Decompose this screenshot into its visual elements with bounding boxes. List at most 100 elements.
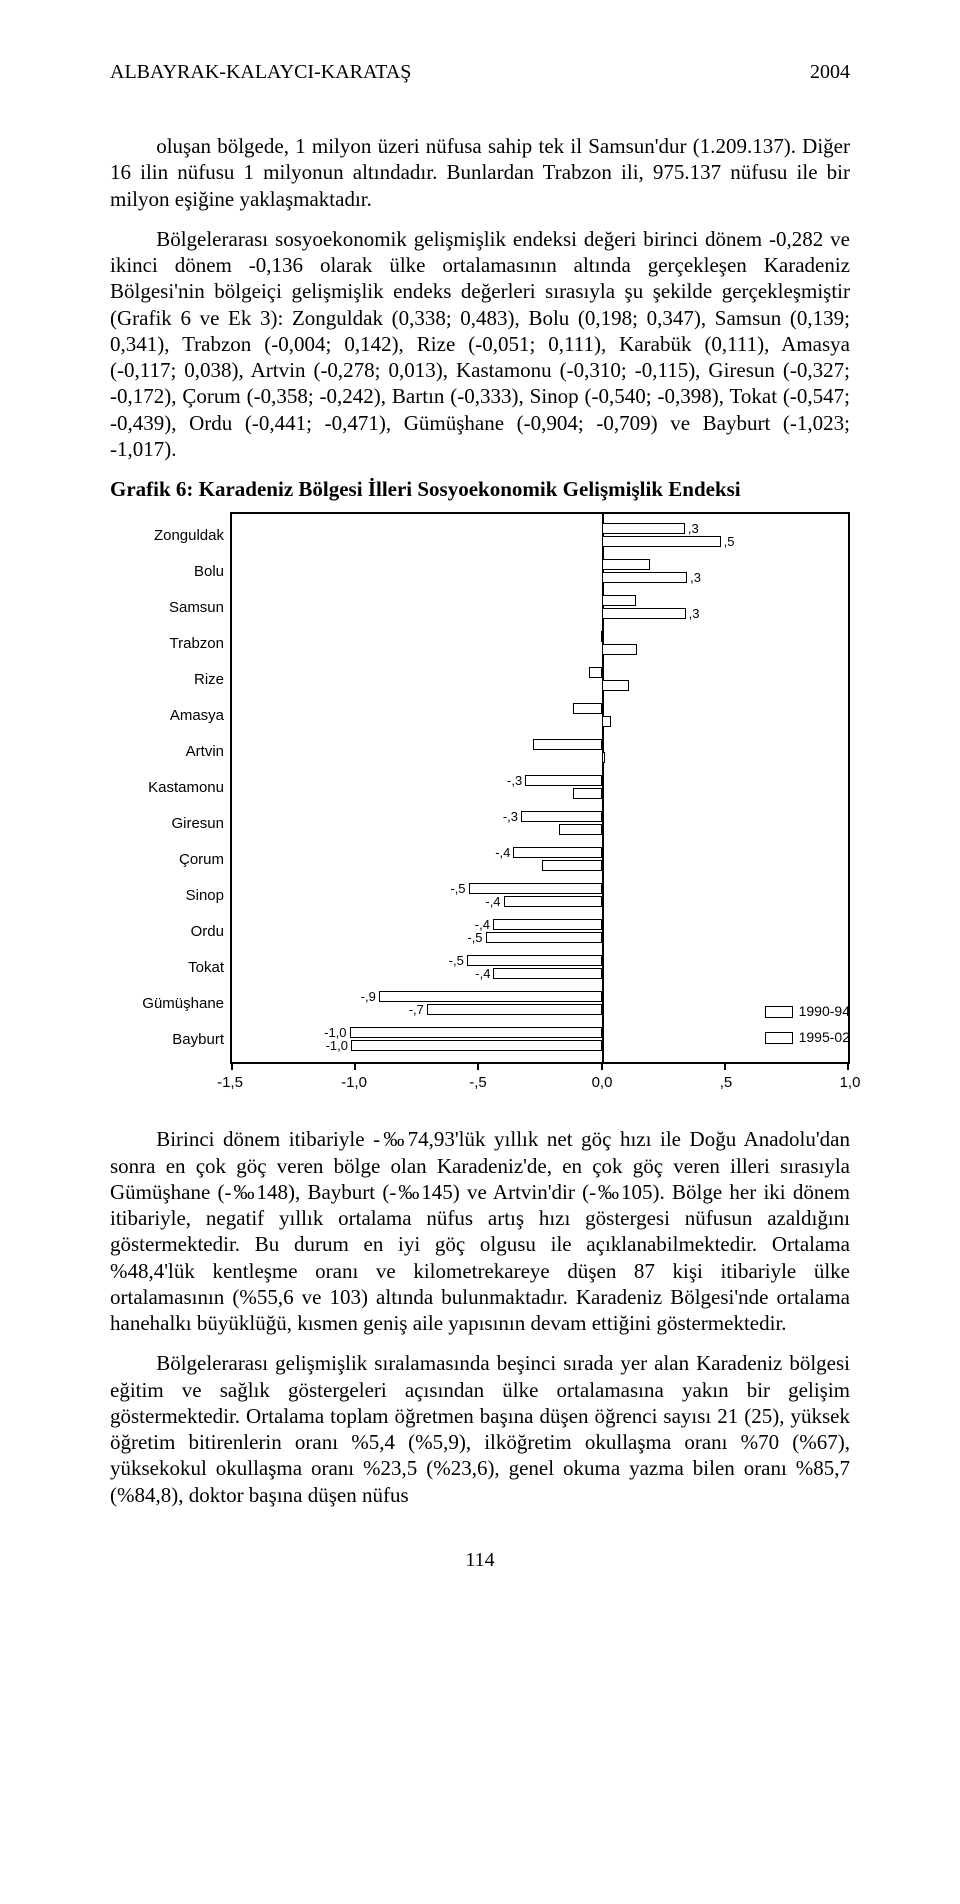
chart-x-label: 1,0: [840, 1074, 861, 1093]
chart-bar-row: ,3: [232, 554, 848, 590]
chart-body: ZonguldakBoluSamsunTrabzonRizeAmasyaArtv…: [110, 512, 850, 1098]
chart-bar-row: -,3: [232, 806, 848, 842]
chart-bar-row: -,5 -,4: [232, 878, 848, 914]
chart-bar-row: ,3: [232, 590, 848, 626]
chart-bar-value-label: ,3: [689, 608, 700, 619]
chart-bar: [602, 559, 651, 570]
chart-bar: [602, 572, 688, 583]
chart-y-label: Tokat: [110, 950, 230, 986]
chart-bar: [602, 752, 605, 763]
chart-bar: [589, 667, 602, 678]
chart-bar-value-label: -,5: [467, 932, 482, 943]
paragraph-2: Bölgelerarası sosyoekonomik gelişmişlik …: [110, 226, 850, 462]
chart-grafik-6: ZonguldakBoluSamsunTrabzonRizeAmasyaArtv…: [110, 512, 850, 1098]
chart-x-tick: [724, 1062, 726, 1070]
chart-y-label: Çorum: [110, 842, 230, 878]
chart-bar: [486, 932, 602, 943]
chart-plot-outer: 1990-94 1995-02 ,3,5,3,3-,3-,3-,4-,5-,4-…: [230, 512, 850, 1098]
chart-bar: [467, 955, 602, 966]
chart-bar-row: -,4-,5: [232, 914, 848, 950]
chart-bar-row: [232, 626, 848, 662]
chart-x-label: ,5: [720, 1074, 733, 1093]
chart-bar: [602, 716, 611, 727]
chart-bar: [601, 631, 603, 642]
chart-bar: [542, 860, 602, 871]
chart-bar-value-label: -,4: [475, 919, 490, 930]
chart-bar: [350, 1027, 602, 1038]
chart-y-label: Rize: [110, 662, 230, 698]
chart-x-labels: -1,5-1,0-,50,0,51,0: [230, 1074, 850, 1098]
chart-bar-row: -1,0 -1,0: [232, 1022, 848, 1058]
chart-bar: [602, 608, 686, 619]
chart-bar-row: -,4: [232, 842, 848, 878]
chart-bar: [521, 811, 602, 822]
chart-bar-value-label: -,3: [503, 811, 518, 822]
page-number: 114: [110, 1548, 850, 1573]
chart-bar-value-label: -,5: [449, 955, 464, 966]
header-left: ALBAYRAK-KALAYCI-KARATAŞ: [110, 60, 411, 85]
chart-bar: [493, 968, 601, 979]
chart-bar: [602, 595, 636, 606]
chart-plot-area: 1990-94 1995-02 ,3,5,3,3-,3-,3-,4-,5-,4-…: [230, 512, 850, 1064]
chart-y-label: Bayburt: [110, 1022, 230, 1058]
chart-y-label: Amasya: [110, 698, 230, 734]
chart-y-label: Zonguldak: [110, 518, 230, 554]
chart-title: Grafik 6: Karadeniz Bölgesi İlleri Sosyo…: [110, 476, 850, 502]
chart-x-label: -1,5: [217, 1074, 243, 1093]
chart-bar-value-label: -,7: [409, 1004, 424, 1015]
paragraph-4: Bölgelerarası gelişmişlik sıralamasında …: [110, 1350, 850, 1508]
chart-y-label: Ordu: [110, 914, 230, 950]
chart-bar-value-label: -,4: [475, 968, 490, 979]
chart-x-tick: [477, 1062, 479, 1070]
header-right: 2004: [810, 60, 850, 85]
chart-x-label: -1,0: [341, 1074, 367, 1093]
chart-bar: [493, 919, 602, 930]
chart-bar-row: -,3: [232, 770, 848, 806]
chart-bar-value-label: ,3: [690, 572, 701, 583]
chart-y-label: Samsun: [110, 590, 230, 626]
chart-bar-value-label: -,9: [361, 991, 376, 1002]
chart-y-label: Bolu: [110, 554, 230, 590]
chart-bar: [602, 680, 629, 691]
paragraph-1: oluşan bölgede, 1 milyon üzeri nüfusa sa…: [110, 133, 850, 212]
chart-x-tick: [354, 1062, 356, 1070]
chart-bar: [602, 536, 721, 547]
chart-bar-value-label: -,5: [450, 883, 465, 894]
chart-x-label: -,5: [469, 1074, 487, 1093]
chart-y-labels: ZonguldakBoluSamsunTrabzonRizeAmasyaArtv…: [110, 512, 230, 1098]
chart-bar: [504, 896, 602, 907]
chart-bar-row: -,5 -,4: [232, 950, 848, 986]
chart-bar-row: [232, 698, 848, 734]
chart-bar-row: -,9 -,7: [232, 986, 848, 1022]
chart-bar-value-label: -,4: [495, 847, 510, 858]
chart-x-tick: [601, 1062, 603, 1070]
chart-bar: [602, 644, 637, 655]
chart-bar-row: ,3,5: [232, 518, 848, 554]
chart-bar-row: [232, 662, 848, 698]
chart-bar: [573, 788, 601, 799]
chart-bar: [351, 1040, 602, 1051]
chart-bar: [525, 775, 601, 786]
chart-bar: [379, 991, 602, 1002]
chart-x-label: 0,0: [592, 1074, 613, 1093]
chart-y-label: Sinop: [110, 878, 230, 914]
chart-x-tick: [231, 1062, 233, 1070]
chart-bar: [513, 847, 601, 858]
chart-bar-row: [232, 734, 848, 770]
chart-bar: [602, 523, 685, 534]
chart-y-label: Kastamonu: [110, 770, 230, 806]
chart-bar-value-label: ,3: [688, 523, 699, 534]
chart-y-label: Artvin: [110, 734, 230, 770]
chart-bar-value-label: -1,0: [324, 1027, 346, 1038]
chart-bar: [559, 824, 601, 835]
paragraph-3: Birinci dönem itibariyle -‰74,93'lük yıl…: [110, 1126, 850, 1336]
chart-bar: [533, 739, 601, 750]
running-header: ALBAYRAK-KALAYCI-KARATAŞ 2004: [110, 60, 850, 85]
chart-bar: [427, 1004, 602, 1015]
chart-bar-value-label: -,4: [485, 896, 500, 907]
chart-y-label: Gümüşhane: [110, 986, 230, 1022]
chart-bar-value-label: -,3: [507, 775, 522, 786]
chart-y-label: Giresun: [110, 806, 230, 842]
chart-bar-value-label: -1,0: [326, 1040, 348, 1051]
chart-x-tick: [847, 1062, 849, 1070]
